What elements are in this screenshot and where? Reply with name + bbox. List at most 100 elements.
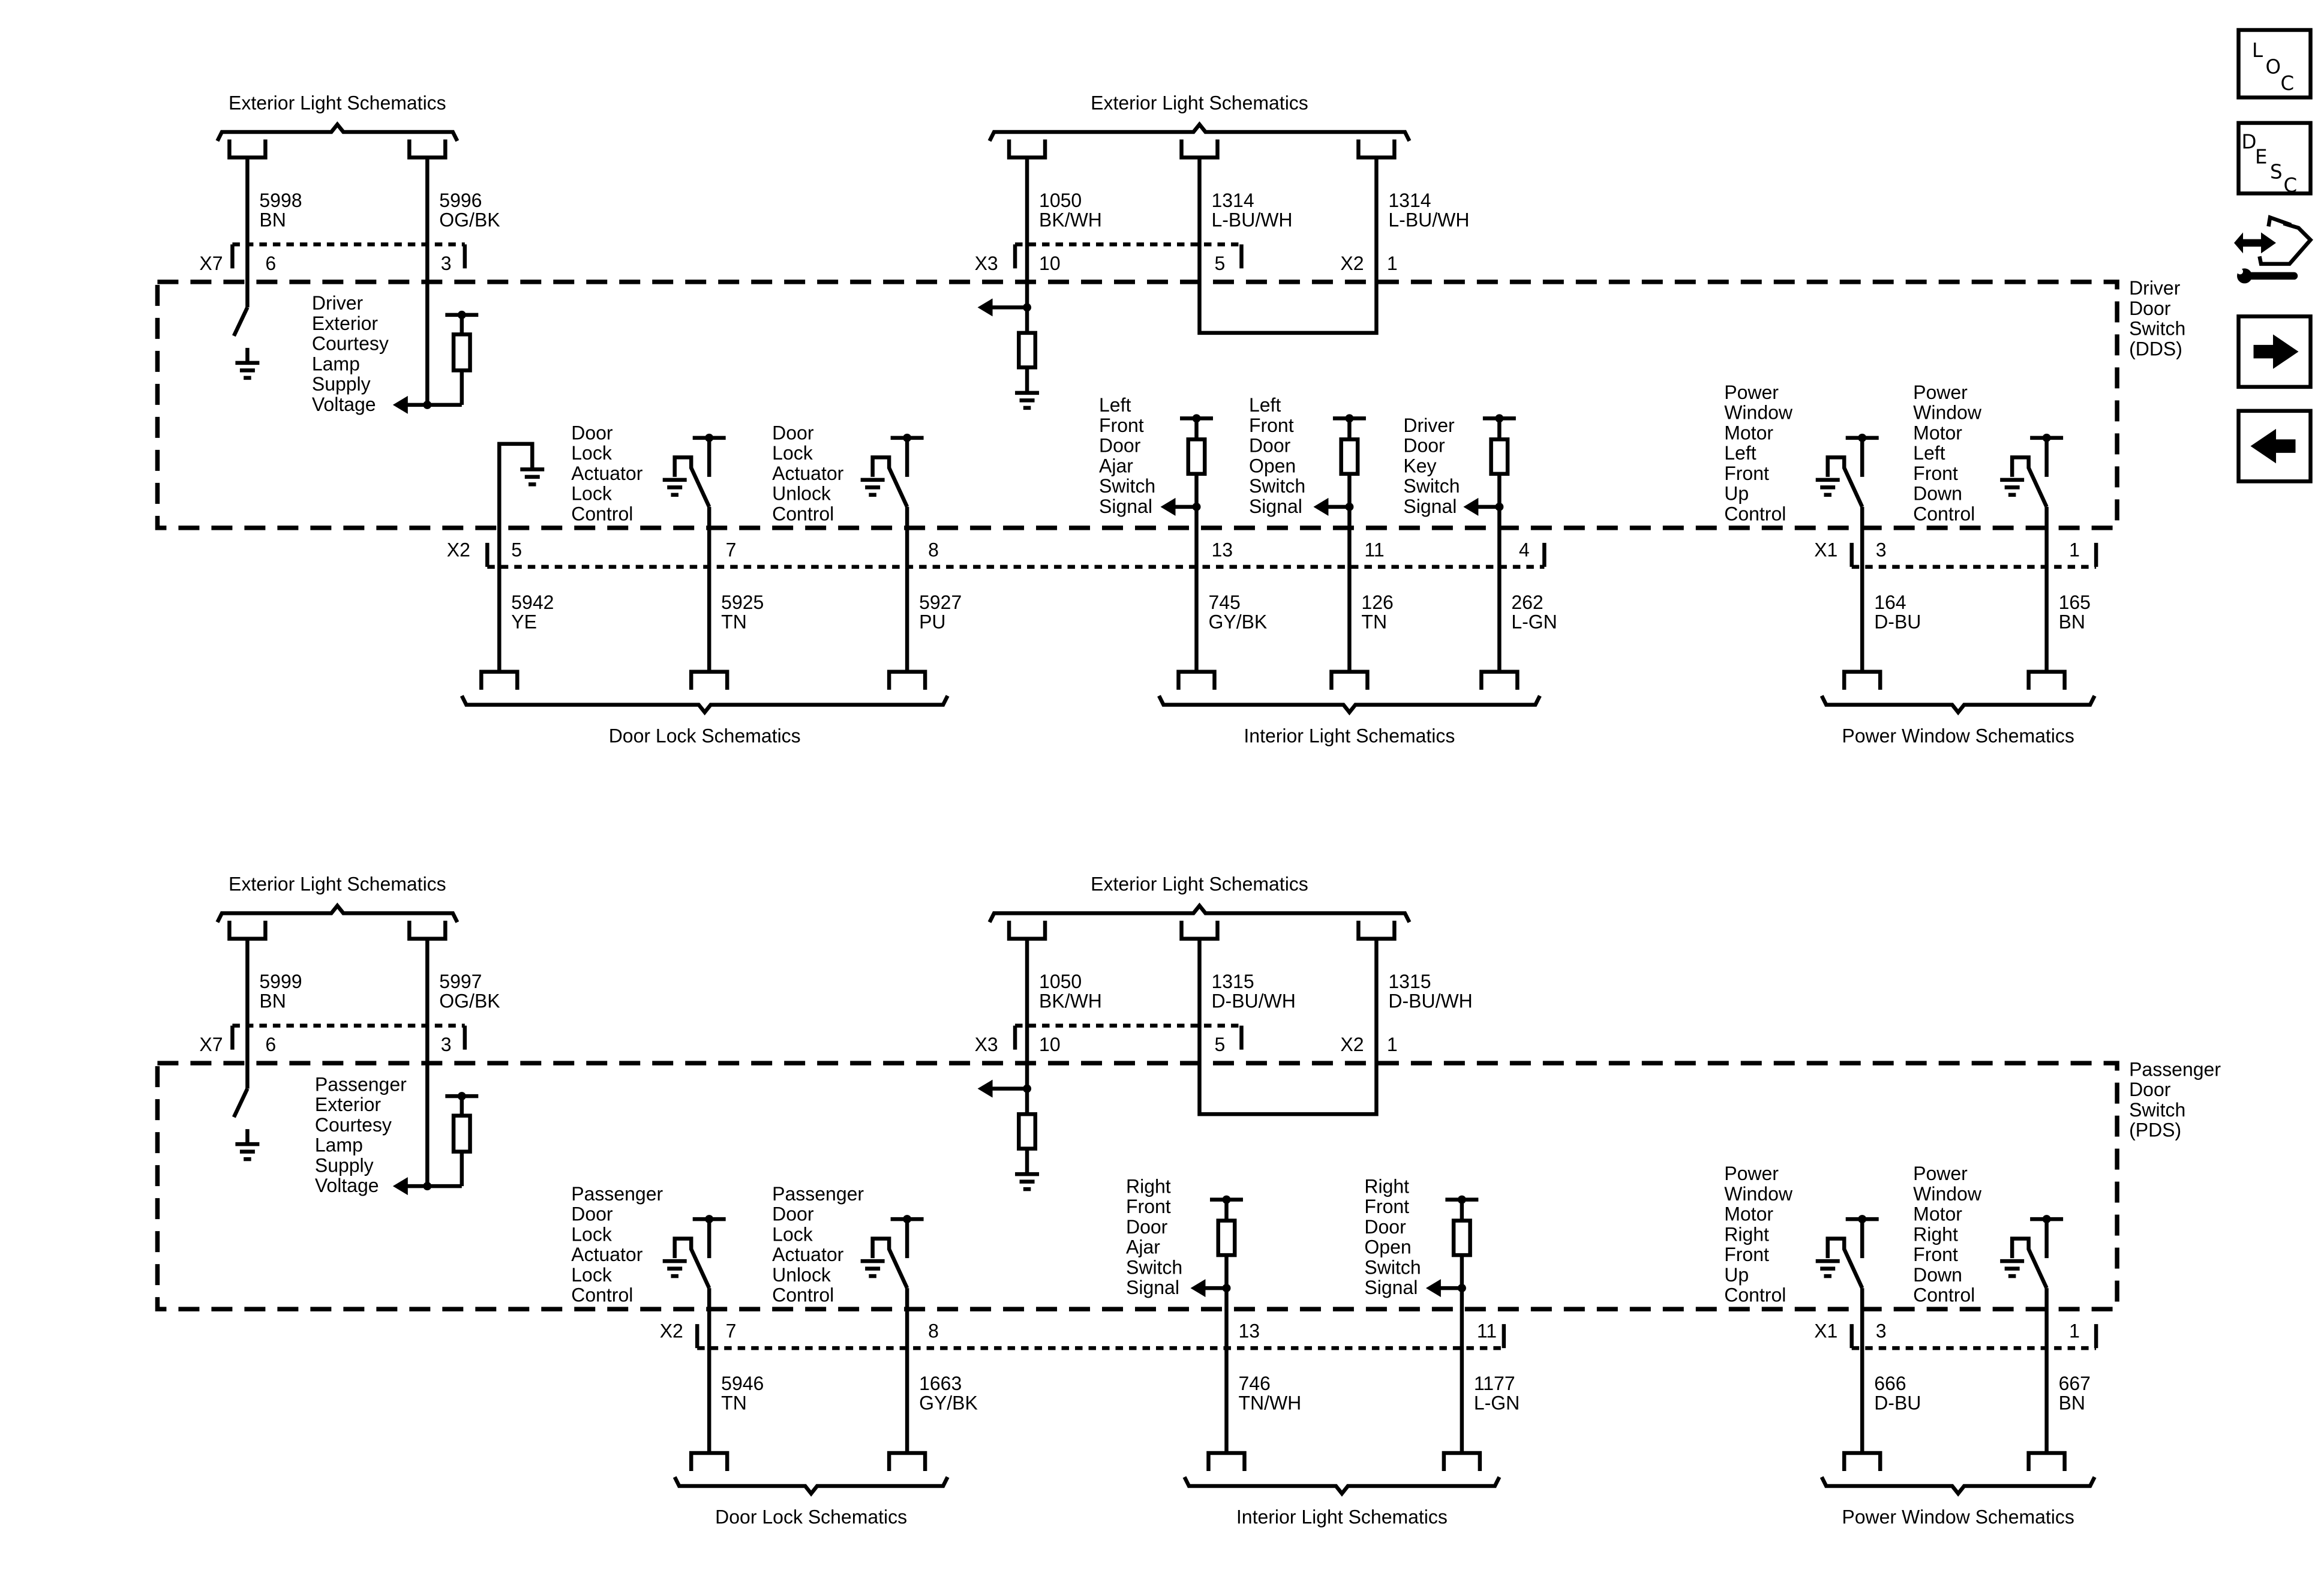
connector-name: X2 (1340, 253, 1364, 274)
circuit-number: 1315 (1388, 971, 1431, 992)
schematic-link-label[interactable]: Power Window Schematics (1842, 1506, 2074, 1528)
label-line: Door (571, 1203, 613, 1225)
label-line: Lock (571, 1223, 612, 1245)
label-line: Power (1724, 382, 1779, 403)
schematic-link-label[interactable]: Door Lock Schematics (715, 1506, 907, 1528)
label-line: Supply (315, 1154, 374, 1176)
wire (497, 442, 535, 672)
label-line: Front (1126, 1196, 1171, 1217)
label-line: Door (772, 1203, 814, 1225)
label-line: Exterior (315, 1094, 382, 1115)
label-line: Control (1724, 503, 1786, 524)
connector-name: X7 (199, 1034, 223, 1055)
connector-terminal (689, 1451, 729, 1472)
schematic-link-label[interactable]: Door Lock Schematics (609, 725, 801, 746)
right-arrow-icon (2253, 344, 2275, 359)
label-line: Left (1099, 394, 1131, 416)
label-line: Motor (1913, 1203, 1962, 1225)
label-line: Lock (772, 1223, 813, 1245)
wire-loop (1197, 938, 1379, 1116)
label-line: Passenger (772, 1183, 864, 1205)
connector-terminal (1007, 139, 1047, 160)
connector-terminal (407, 139, 448, 160)
switch-icon (2010, 1236, 2049, 1289)
schematic-brace (1157, 695, 1542, 716)
loc-letter: C (2281, 72, 2295, 95)
pin-number: 5 (511, 539, 522, 560)
circuit-number: 164 (1874, 592, 1906, 613)
label-line: Switch (2129, 318, 2185, 340)
arrow-left-icon (1313, 497, 1329, 516)
wire-color: D-BU (1874, 611, 1921, 632)
circuit-number: 1663 (919, 1373, 962, 1394)
schematic-link-label[interactable]: Exterior Light Schematics (1091, 873, 1308, 895)
wire-color: L-GN (1474, 1392, 1520, 1414)
wire-color: BN (259, 209, 286, 230)
label-line: Right (1364, 1175, 1409, 1197)
label-line: Driver (1403, 415, 1455, 436)
pin-number: 13 (1238, 1320, 1260, 1342)
switch-icon (1825, 1236, 1864, 1289)
wire-color: YE (511, 611, 537, 632)
diagnostic-repair-icon[interactable] (2234, 215, 2313, 284)
pin-number: 3 (441, 253, 452, 274)
schematic-link-label[interactable]: Exterior Light Schematics (1091, 92, 1308, 113)
label-line: Door (571, 422, 613, 443)
connector-terminal (1356, 920, 1397, 941)
wire-color: BK/WH (1039, 990, 1102, 1012)
label-line: Switch (2129, 1099, 2185, 1121)
label-line: Left (1724, 442, 1756, 464)
wire-loop (1197, 157, 1379, 335)
label-line: Passenger (315, 1073, 407, 1095)
ground-icon (1815, 478, 1840, 497)
circuit-number: 5927 (919, 592, 962, 613)
pin-number: 5 (1214, 1034, 1225, 1055)
connector-terminal (227, 139, 268, 160)
label-line: Control (571, 1284, 633, 1306)
label-line: Signal (1099, 496, 1152, 517)
connector-terminal (1179, 139, 1220, 160)
arrow-left-icon (1160, 497, 1176, 516)
label-line: Courtesy (312, 333, 389, 355)
ground-icon (662, 1259, 687, 1278)
label-line: Switch (1249, 475, 1305, 497)
pin-number: 7 (726, 539, 737, 560)
schematic-link-label[interactable]: Exterior Light Schematics (229, 873, 446, 895)
label-line: Control (772, 1284, 834, 1306)
schematic-link-label[interactable]: Interior Light Schematics (1236, 1506, 1448, 1528)
connector-terminal (689, 670, 729, 690)
pin-number: 1 (2069, 539, 2080, 560)
location-button[interactable]: L O C (2236, 28, 2313, 100)
driver-door-switch-section: Exterior Light Schematics5998BN5996OG/BK… (155, 92, 2185, 746)
label-line: Switch (1099, 475, 1155, 497)
label-line: Voltage (315, 1175, 379, 1196)
arrow-left-icon (392, 395, 408, 414)
description-button[interactable]: D E S C (2236, 121, 2313, 197)
connector-terminal (2026, 670, 2067, 690)
label-line: Control (1724, 1284, 1786, 1306)
loc-letter: O (2266, 55, 2281, 78)
schematic-link-label[interactable]: Exterior Light Schematics (229, 92, 446, 113)
label-line: Lock (772, 442, 813, 464)
label-line: Front (1364, 1196, 1409, 1217)
connector-terminal (887, 1451, 927, 1472)
next-page-button[interactable] (2236, 314, 2313, 389)
label-line: Signal (1403, 496, 1457, 517)
label-line: Motor (1724, 1203, 1773, 1225)
schematic-link-label[interactable]: Interior Light Schematics (1244, 725, 1455, 746)
label-line: Lock (571, 483, 612, 505)
previous-page-button[interactable] (2236, 409, 2313, 484)
connector-terminal (1206, 1451, 1247, 1472)
label-line: Motor (1724, 422, 1773, 443)
label-line: Switch (1364, 1256, 1421, 1278)
label-line: Courtesy (315, 1114, 392, 1136)
label-line: Passenger (571, 1183, 663, 1205)
circuit-number: 745 (1208, 592, 1240, 613)
connector-terminal (1842, 1451, 1882, 1472)
label-line: Window (1913, 1183, 1982, 1205)
ground-icon (235, 361, 260, 380)
schematic-link-label[interactable]: Power Window Schematics (1842, 725, 2074, 746)
circuit-number: 5999 (259, 971, 302, 992)
label-line: Front (1249, 415, 1294, 436)
label-line: Key (1403, 455, 1436, 476)
